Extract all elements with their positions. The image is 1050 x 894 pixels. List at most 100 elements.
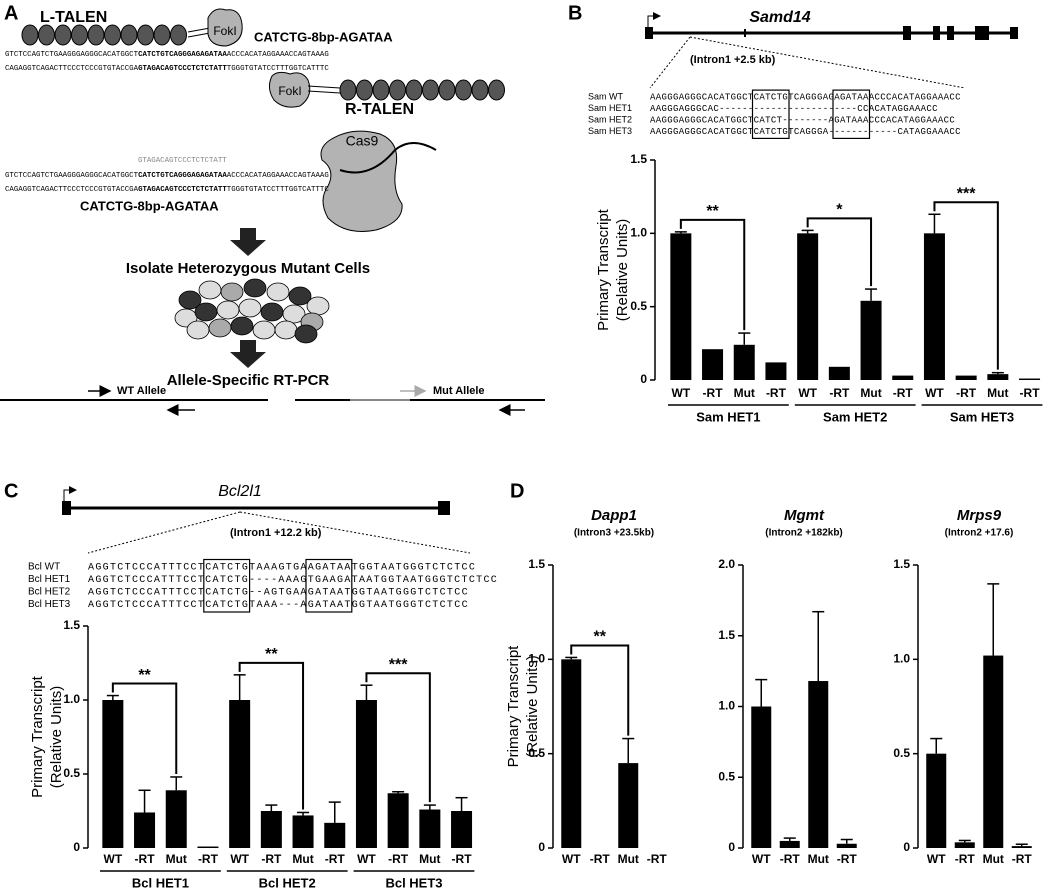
bar	[797, 233, 819, 380]
bar	[260, 811, 282, 848]
repeat	[104, 24, 121, 46]
bar	[836, 843, 857, 848]
cell	[186, 320, 210, 340]
cell	[208, 318, 232, 338]
significance-bracket	[570, 644, 630, 736]
group-label: Bcl HET3	[385, 875, 442, 890]
y-tick-label: 0	[903, 840, 910, 854]
allele-name: Sam HET3	[588, 126, 632, 136]
cell	[266, 282, 290, 302]
gene-name: Samd14	[749, 9, 810, 26]
y-tick-label: 1.5	[630, 152, 647, 166]
guide-rna	[339, 142, 437, 174]
x-tick-label: -RT	[647, 852, 668, 866]
bar	[134, 812, 156, 848]
group-label: Bcl HET2	[259, 875, 316, 890]
cell	[194, 302, 218, 322]
allele-name: Bcl HET2	[28, 587, 71, 598]
allele-sequence: AGGTCTCCCATTTCCTCATCTG--AGTGAAGATAATGGTA…	[88, 588, 468, 599]
significance-label: **	[706, 203, 719, 220]
bar	[733, 344, 755, 380]
x-tick-label: WT	[562, 852, 581, 866]
gene-name: Bcl2l1	[218, 483, 262, 500]
y-tick-label: 0	[728, 840, 735, 854]
repeat	[422, 79, 439, 101]
cell	[306, 296, 330, 316]
cell	[294, 324, 318, 344]
significance-bracket	[238, 661, 305, 810]
linker	[307, 85, 341, 89]
cell	[274, 320, 298, 340]
allele-name: Sam HET2	[588, 114, 632, 124]
x-tick-label: -RT	[893, 386, 914, 400]
bar	[618, 763, 639, 848]
x-tick-label: -RT	[135, 852, 156, 866]
bar	[670, 233, 692, 380]
sequence: CAGAGGTCAGACTTCCCTCCCGTGTACCGAGTAGACAGTC…	[5, 65, 329, 73]
group-label: Sam HET1	[696, 409, 760, 424]
bar	[751, 706, 772, 848]
error-bar	[233, 674, 246, 700]
x-tick-label: WT	[357, 852, 376, 866]
error-bar	[392, 791, 405, 794]
y-axis-label: (Relative Units)	[614, 219, 631, 322]
error-bar	[865, 288, 878, 301]
error-bar	[783, 837, 796, 841]
chart-subtitle: (Intron2 +17.6)	[945, 528, 1014, 539]
x-tick-label: Mut	[987, 386, 1008, 400]
x-tick-label: Mut	[618, 852, 639, 866]
foki-label: FokI	[213, 24, 236, 38]
sequence: GTCTCCAGTCTGAAGGGAGGGCACATGGCTCATCTGTCAG…	[5, 172, 329, 180]
cell	[178, 290, 202, 310]
allele-sequence: AAGGGAGGGCACATGGCTCATCTGTCAGGGAGAGATAAAC…	[650, 92, 961, 102]
y-tick-label: 1.0	[718, 699, 735, 713]
x-tick-label: -RT	[955, 852, 976, 866]
bar	[983, 655, 1004, 848]
x-tick-label: -RT	[1020, 386, 1041, 400]
x-tick-label: -RT	[766, 386, 787, 400]
chart-title: Mrps9	[957, 507, 1002, 524]
seq-part: ACCCACATAGGAAACCAGTAAAG	[227, 172, 329, 180]
cell	[252, 320, 276, 340]
seq-part: GTCTCCAGTCTGAAGGGAGGGCACATGGCT	[5, 51, 139, 59]
x-tick-label: -RT	[388, 852, 409, 866]
motif-box	[305, 558, 353, 613]
x-tick-label: Mut	[983, 852, 1004, 866]
down-arrow	[230, 340, 266, 368]
sequence: CAGAGGTCAGACTTCCCTCCCGTGTACCGAGTAGACAGTC…	[5, 186, 329, 194]
x-tick-label: Mut	[166, 852, 187, 866]
y-tick-label: 0	[538, 840, 545, 854]
error-bar	[674, 231, 687, 234]
y-tick-label: 0.5	[528, 746, 545, 760]
cell	[238, 298, 262, 318]
y-axis-label: (Relative Units)	[524, 655, 541, 758]
seq-part: ACCCACATAGGAAACCAGTAAAG	[227, 51, 329, 59]
repeat	[120, 24, 138, 46]
bar	[987, 374, 1009, 380]
region-label: (Intron1 +12.2 kb)	[230, 527, 322, 539]
repeat	[87, 24, 105, 46]
x-tick-label: Mut	[734, 386, 755, 400]
x-tick-label: -RT	[261, 852, 282, 866]
repeat	[339, 79, 357, 101]
motif-box	[751, 89, 790, 139]
error-bar	[455, 796, 468, 811]
x-tick-label: -RT	[1012, 852, 1033, 866]
error-bar	[1015, 843, 1028, 847]
significance-label: **	[594, 629, 607, 646]
error-bar	[812, 610, 825, 682]
y-axis-label: Primary Transcript	[505, 645, 522, 768]
step-label: Isolate Heterozygous Mutant Cells	[126, 260, 370, 277]
repeat	[389, 79, 406, 101]
down-arrow	[230, 228, 266, 256]
allele-sequence: AGGTCTCCCATTTCCTCATCTGTAAA---AGATAATGGTA…	[88, 600, 468, 611]
r-talen-repeats	[339, 79, 505, 101]
y-tick-label: 1.5	[893, 557, 910, 571]
repeat	[438, 79, 456, 101]
error-bar	[265, 804, 278, 811]
significance-label: ***	[957, 185, 976, 202]
l-talen-repeats	[21, 24, 187, 46]
x-tick-label: -RT	[590, 852, 611, 866]
cell	[288, 286, 312, 306]
